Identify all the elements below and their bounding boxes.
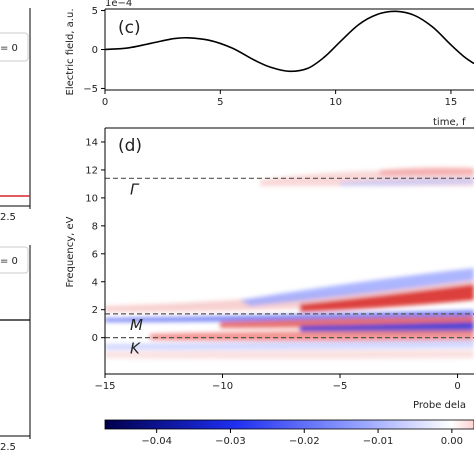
panel-d-ytick-label-1: 2 <box>92 305 98 316</box>
colorbar-tick-label-1: −0.03 <box>215 436 246 447</box>
panel-d-xtick-label-0: −15 <box>94 381 115 392</box>
panel-c-xtick-label-1: 5 <box>217 97 223 108</box>
streak-blue-lower <box>105 340 474 350</box>
colorbar-ticks: −0.04 −0.03 −0.02 −0.01 0.00 <box>141 429 463 447</box>
panel-c-label: (c) <box>118 18 141 38</box>
panel-d-xtick-label-3: 0 <box>454 381 460 392</box>
streak-red-faint-bottom <box>105 350 474 359</box>
panel-d-label: (d) <box>118 136 142 156</box>
panel-d-ytick-label-3: 6 <box>92 249 98 260</box>
panel-c-xtick-label-3: 15 <box>445 97 458 108</box>
panel-d-ytick-label-4: 8 <box>92 221 98 232</box>
panel-c-ytick-label-0: −5 <box>83 84 98 95</box>
panel-d-xtick-label-1: −10 <box>212 381 233 392</box>
panel-d-ytick-label-7: 14 <box>85 137 98 148</box>
panel-d-reference-lines: Γ MK <box>105 177 474 358</box>
panel-d-ytick-label-2: 4 <box>92 277 98 288</box>
colorbar-tick-label-4: 0.00 <box>441 436 463 447</box>
panel-d-xticks: −15 −10 −5 0 <box>94 374 461 392</box>
panel-c-ylabel: Electric field, a.u. <box>65 9 76 96</box>
left-top-panel: = 0 2.5 <box>0 8 31 223</box>
left-top-legend-text: = 0 <box>0 43 18 54</box>
panel-c-offset-text: 1e−4 <box>105 0 132 9</box>
left-bottom-legend-text: = 0 <box>0 256 18 267</box>
panel-c: 0 5 10 15 −5 0 5 (c) 1e−4 time, f Electric fi… <box>65 0 474 128</box>
panel-d-ytick-label-5: 10 <box>85 193 98 204</box>
panel-c-ytick-label-2: 5 <box>92 6 98 17</box>
panel-d-xlabel: Probe dela <box>413 400 466 411</box>
gamma-band-blue <box>340 178 474 186</box>
colorbar-gradient <box>104 419 474 430</box>
left-top-legend-box <box>0 32 29 62</box>
colorbar: −0.04 −0.03 −0.02 −0.01 0.00 <box>104 419 474 447</box>
panel-d-refline-label-0: Γ <box>130 180 140 198</box>
panel-c-xtick-label-0: 0 <box>102 97 108 108</box>
panel-d-xtick-label-2: −5 <box>333 381 348 392</box>
left-bottom-legend-box <box>0 246 29 274</box>
streak-red-main <box>300 284 474 312</box>
colorbar-tick-label-3: −0.01 <box>363 436 394 447</box>
left-bottom-xtick-label: 2.5 <box>0 442 16 453</box>
panel-c-ytick-label-1: 0 <box>92 45 98 56</box>
panel-c-xticks: 0 5 10 15 <box>102 90 457 108</box>
panel-c-yticks: −5 0 5 <box>83 6 105 95</box>
panel-c-xlabel: time, f <box>433 117 466 128</box>
panel-d-ytick-label-6: 12 <box>85 165 98 176</box>
panel-d-ylabel: Frequency, eV <box>65 216 76 287</box>
streak-blue-upper <box>240 268 474 306</box>
colorbar-tick-label-2: −0.02 <box>289 436 320 447</box>
panel-d: Γ MK −15 −10 −5 0 0 2 4 6 8 10 12 14 (d) Probe dela… <box>65 127 474 411</box>
panel-c-series-line <box>105 10 474 73</box>
left-top-xtick-label: 2.5 <box>0 212 16 223</box>
panel-d-ytick-label-0: 0 <box>92 333 98 344</box>
panel-d-refline-label-2: K <box>130 340 141 358</box>
colorbar-tick-label-0: −0.04 <box>141 436 172 447</box>
left-bottom-panel: = 0 2.5 <box>0 245 31 453</box>
gamma-band-red-top <box>380 167 474 175</box>
panel-c-curve-group <box>105 10 474 73</box>
panel-c-xtick-label-2: 10 <box>329 97 342 108</box>
panel-d-refline-label-1: M <box>130 316 143 334</box>
panel-d-yticks: 0 2 4 6 8 10 12 14 <box>85 137 105 344</box>
